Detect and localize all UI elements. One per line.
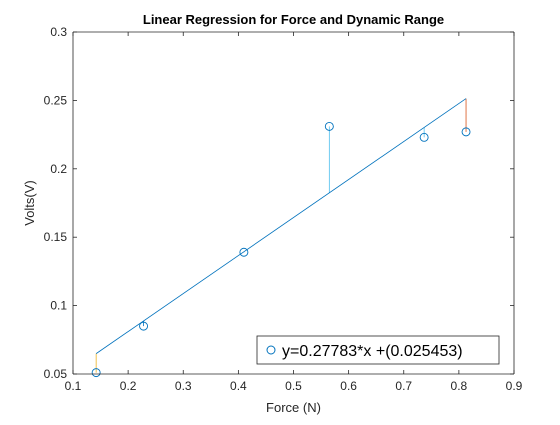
legend-box xyxy=(256,335,500,365)
legend-entry: y=0.27783*x +(0.025453) xyxy=(282,343,463,360)
plot-area xyxy=(73,32,514,374)
fit-line xyxy=(95,98,467,354)
fit-line-layer xyxy=(95,98,467,354)
data-point xyxy=(239,247,249,257)
y-tick-label: 0.2 xyxy=(50,162,67,176)
data-point xyxy=(419,132,429,142)
y-tick-label: 0.25 xyxy=(44,93,68,107)
y-tick-label: 0.15 xyxy=(44,230,68,244)
data-point xyxy=(324,121,334,131)
legend-marker-icon xyxy=(266,345,276,355)
y-tick-label: 0.05 xyxy=(44,367,68,381)
data-point xyxy=(91,368,101,378)
legend: y=0.27783*x +(0.025453) xyxy=(256,335,500,365)
y-axis-label: Volts(V) xyxy=(22,180,37,226)
x-tick-label: 0.4 xyxy=(230,379,247,393)
x-tick-label: 0.7 xyxy=(395,379,412,393)
y-tick-label: 0.1 xyxy=(50,299,67,313)
data-point xyxy=(139,321,149,331)
ticks: 0.1 0.2 0.3 0.4 0.5 0.6 0.7 0.8 0.90.050.10.150.… xyxy=(44,25,523,393)
x-tick-label: 0.5 xyxy=(285,379,302,393)
x-tick-label: 0.6 xyxy=(340,379,357,393)
x-tick-label: 0.9 xyxy=(506,379,523,393)
data-point xyxy=(461,127,471,137)
chart-title: Linear Regression for Force and Dynamic … xyxy=(143,12,444,27)
data-points xyxy=(91,121,471,378)
x-tick-label: 0.1 xyxy=(65,379,82,393)
x-tick-label: 0.3 xyxy=(175,379,192,393)
x-tick-label: 0.8 xyxy=(451,379,468,393)
x-axis-label: Force (N) xyxy=(266,400,321,415)
y-tick-label: 0.3 xyxy=(50,25,67,39)
x-tick-label: 0.2 xyxy=(120,379,137,393)
